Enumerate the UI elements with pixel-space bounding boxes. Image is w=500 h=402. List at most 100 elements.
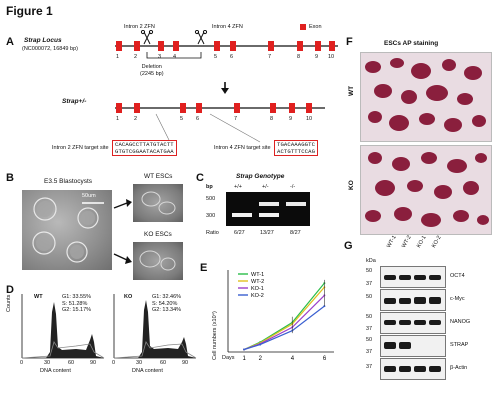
target1-seq-line: CACAGCCTTATGTACTT [115, 141, 174, 148]
exon-number: 10 [306, 116, 313, 122]
flow-ko-xticks: 0 30 60 90 [110, 360, 194, 368]
ap-wt-image [360, 52, 492, 142]
lane-label: KO-2 [431, 234, 443, 249]
legend-label: KO-2 [251, 293, 264, 299]
gel-band [259, 213, 279, 217]
deletion-size: (2245 bp) [140, 70, 164, 77]
blastocyst-image: 50um [22, 190, 112, 270]
exon-number: 3 [158, 54, 162, 60]
bp-tick-300: 300 [206, 213, 216, 219]
growth-x-tick: 2 [259, 356, 263, 362]
kda-marker: 37 [366, 349, 373, 355]
exon-3 [158, 41, 164, 51]
target2-seq-line: ACTGTTTCCAG [277, 148, 316, 155]
arrows-b [113, 199, 132, 264]
zfn-scissors-2 [194, 30, 208, 45]
exon-2 [134, 41, 140, 51]
intron2-zfn-label: Intron 2 ZFN [124, 24, 155, 30]
ratio-het: 13/27 [260, 230, 274, 236]
growth-x-tick: 1 [243, 356, 247, 362]
lane-wt: +/+ [234, 184, 242, 190]
growth-chart: WT-1WT-2KO-1KO-2 1 2 4 6 [227, 270, 334, 362]
growth-point [323, 305, 326, 308]
lane-label: KO-1 [416, 234, 428, 249]
blot-strap [380, 335, 446, 357]
legend-label: WT-1 [251, 272, 264, 278]
flow-ko-plot [113, 294, 197, 359]
gel-band [259, 202, 279, 206]
ap-staining-title: ESCs AP staining [384, 40, 439, 47]
x-tick: 30 [136, 360, 143, 366]
flow-wt-label: WT [34, 294, 43, 300]
kda-marker: 50 [366, 314, 373, 320]
x-tick: 90 [182, 360, 189, 366]
growth-series-line [243, 294, 325, 351]
growth-series-group [243, 279, 326, 351]
ratio-label: Ratio [206, 230, 219, 236]
exon-number: 2 [134, 116, 138, 122]
flow-wt-xticks: 0 30 60 90 [18, 360, 102, 368]
flow-wt-stats: G1: 33.55% S: 51.28% G2: 15.17% [62, 294, 91, 314]
growth-x-tick: 4 [291, 356, 295, 362]
target1-seq-box: CACAGCCTTATGTACTT GTGTCGGAATACATGAA [112, 140, 177, 156]
flow-ko-xlabel: DNA content [132, 368, 163, 374]
wt-escs-label: WT ESCs [144, 173, 173, 180]
ap-ko-label: KO [348, 180, 355, 190]
exon-number: 6 [230, 54, 234, 60]
wt-escs-image [133, 184, 183, 222]
ratio-ko: 8/27 [290, 230, 301, 236]
blot-cmyc [380, 289, 446, 311]
ap-ko-image [360, 145, 492, 235]
ko-escs-label: KO ESCs [144, 231, 172, 238]
blot-actin-label: β-Actin [450, 365, 468, 371]
kda-marker: 50 [366, 268, 373, 274]
blot-cmyc-label: c-Myc [450, 296, 465, 302]
exon-8 [297, 41, 303, 51]
ko-escs-image [133, 242, 183, 280]
growth-legend: WT-1WT-2KO-1KO-2 [238, 272, 264, 299]
figure-title: Figure 1 [6, 4, 53, 18]
accession-label: (NC000072, 16849 bp) [22, 46, 78, 52]
growth-series-line [243, 305, 325, 351]
exon-4 [173, 41, 179, 51]
exon-9 [315, 41, 321, 51]
exon-10 [329, 41, 335, 51]
scale-bar-label: 50um [82, 193, 96, 199]
target2-seq-line: TGACAAAGGTC [277, 141, 316, 148]
panel-label-c: C [196, 172, 204, 184]
lane-het: +/- [262, 184, 269, 190]
lane-label: WT-1 [386, 234, 398, 249]
exon-number: 9 [315, 54, 319, 60]
exon-number: 5 [180, 116, 184, 122]
blot-lane-labels: WT-1 WT-2 KO-1 KO-2 [386, 234, 446, 258]
kda-marker: 50 [366, 294, 373, 300]
exon-7 [268, 41, 274, 51]
zfn-scissors-1 [140, 30, 154, 45]
exon-number: 9 [289, 116, 293, 122]
exons-top [116, 41, 335, 51]
genotype-gel [226, 192, 310, 226]
x-tick: 60 [160, 360, 167, 366]
blot-actin [380, 358, 446, 380]
exon-number: 8 [297, 54, 301, 60]
flow-stat: S: 51.28% [62, 300, 88, 307]
exon-number: 5 [214, 54, 218, 60]
flow-stat: G1: 33.55% [62, 294, 92, 300]
flow-stat: G2: 15.17% [62, 307, 92, 313]
deletion-text: Deletion [141, 64, 162, 70]
x-tick: 60 [68, 360, 75, 366]
allele-label: Strap+/- [62, 98, 87, 105]
target1-label: Intron 2 ZFN target site [52, 145, 109, 151]
down-arrow-head [221, 88, 229, 94]
bp-label: bp [206, 184, 213, 190]
flow-stat: G2: 13.34% [152, 307, 182, 313]
ap-wt-label: WT [348, 85, 355, 96]
flow-stat: S: 54.20% [152, 300, 178, 307]
blot-nanog [380, 312, 446, 334]
deletion-bracket [146, 52, 202, 59]
growth-point [243, 348, 246, 351]
panel-label-b: B [6, 172, 14, 184]
kda-marker: 50 [366, 337, 373, 343]
blot-nanog-label: NANOG [450, 319, 471, 325]
exon-6 [230, 41, 236, 51]
